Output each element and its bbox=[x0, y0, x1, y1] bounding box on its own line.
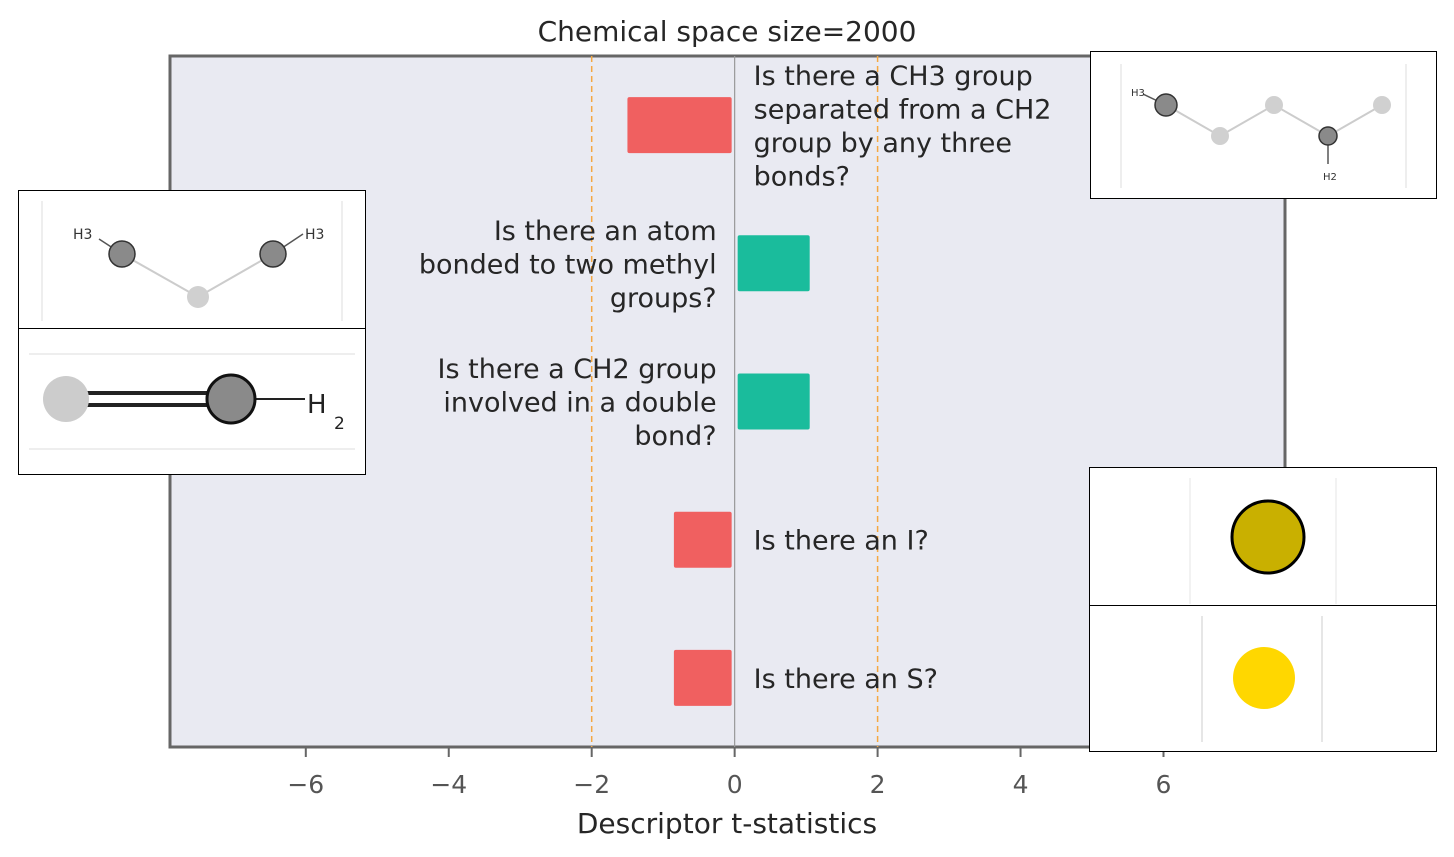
bar bbox=[737, 235, 810, 292]
x-tick-label: 0 bbox=[727, 770, 743, 799]
molecule-inset-two-methyl: H3 H3 bbox=[18, 190, 366, 329]
x-tick-label: −6 bbox=[287, 770, 324, 799]
bar bbox=[737, 373, 810, 430]
bar-label-line: Is there a CH2 group bbox=[438, 354, 717, 385]
atom-label: 2 bbox=[334, 414, 345, 434]
propane-chain-drawing: H3 H2 bbox=[1120, 64, 1407, 188]
x-tick-label: −2 bbox=[573, 770, 610, 799]
atom-label: H3 bbox=[73, 227, 92, 243]
bar-label: Is there an S? bbox=[754, 664, 938, 695]
bar bbox=[627, 97, 732, 154]
chart-title: Chemical space size=2000 bbox=[538, 15, 917, 48]
bar-label: Is there a CH3 group separated from a CH2… bbox=[754, 61, 1052, 193]
ethylene-drawing: H 2 bbox=[29, 353, 355, 450]
bar-label-line: bonds? bbox=[754, 161, 850, 192]
x-tick-label: 2 bbox=[870, 770, 886, 799]
bar-label-line: involved in a double bbox=[443, 388, 716, 419]
bar-label-line: groups? bbox=[610, 283, 717, 314]
x-tick-label: 4 bbox=[1013, 770, 1029, 799]
bar-label: Is there a CH2 group involved in a double… bbox=[438, 354, 717, 452]
atom-label: H bbox=[307, 390, 327, 420]
bar-label-line: Is there a CH3 group bbox=[754, 61, 1033, 92]
bar-label-line: bond? bbox=[634, 421, 716, 452]
bar-label: Is there an atom bonded to two methyl grou… bbox=[419, 216, 717, 314]
bar-label: Is there an I? bbox=[754, 526, 929, 557]
x-tick-label: 6 bbox=[1156, 770, 1172, 799]
bar-label-line: Is there an S? bbox=[754, 664, 938, 695]
atom-label: H3 bbox=[1131, 88, 1145, 99]
bar-label-line: bonded to two methyl bbox=[419, 249, 717, 280]
bar bbox=[673, 649, 732, 706]
molecule-inset-double-bond: H 2 bbox=[18, 328, 366, 475]
atom-label: H2 bbox=[1323, 172, 1337, 183]
bar bbox=[673, 511, 732, 568]
molecule-inset-sulfur bbox=[1089, 605, 1437, 752]
atom-label: H3 bbox=[305, 227, 324, 243]
molecule-inset-iodine bbox=[1089, 467, 1437, 606]
x-tick-label: −4 bbox=[430, 770, 467, 799]
iodine-atom-drawing bbox=[1189, 478, 1337, 604]
molecule-inset-ch3-ch2: H3 H2 bbox=[1090, 51, 1437, 199]
bar-label-line: Is there an I? bbox=[754, 526, 929, 557]
sulfur-atom-drawing bbox=[1201, 616, 1323, 742]
bar-label-line: separated from a CH2 bbox=[754, 94, 1052, 125]
isopropyl-drawing: H3 H3 bbox=[41, 201, 343, 321]
bar-label-line: group by any three bbox=[754, 128, 1012, 159]
bar-label-line: Is there an atom bbox=[494, 216, 717, 247]
x-axis-label: Descriptor t-statistics bbox=[577, 807, 877, 840]
